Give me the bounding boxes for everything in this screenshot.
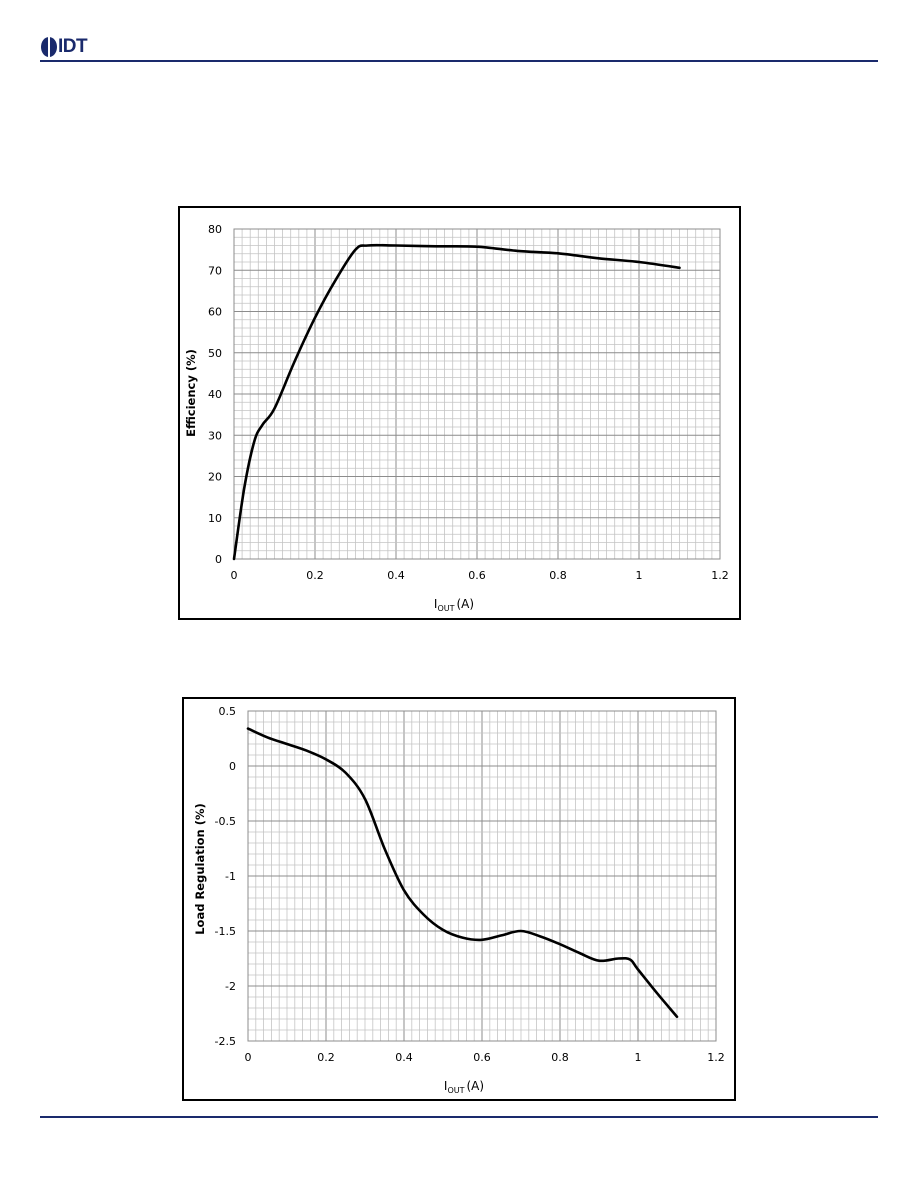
header-rule [40, 60, 878, 62]
x-tick-label: 0.4 [395, 1051, 413, 1064]
x-tick-label: 0.8 [549, 569, 567, 582]
x-axis-label: IOUT (A) [434, 597, 474, 613]
grid [247, 710, 717, 1042]
y-axis-label: Load Regulation (%) [193, 803, 207, 935]
y-tick-label: 20 [208, 471, 222, 484]
x-axis-label-suffix: (A) [467, 1079, 485, 1093]
x-tick-label: 0.6 [473, 1051, 491, 1064]
x-tick-label: 1 [635, 1051, 642, 1064]
x-tick-label: 0 [231, 569, 238, 582]
load-regulation-series-line [246, 727, 679, 1019]
x-axis-label-sub: OUT [437, 604, 454, 613]
y-tick-labels: -2.5 -2 -1.5 -1 -0.5 0 0.5 [215, 705, 236, 1048]
efficiency-series-line [232, 243, 681, 561]
y-tick-label: 0.5 [219, 705, 237, 718]
x-tick-label: 0.4 [387, 569, 405, 582]
y-tick-label: 60 [208, 306, 222, 319]
plot-area-border [233, 228, 721, 560]
logo-text: IDT [58, 36, 88, 57]
load-regulation-chart-svg: 0 0.2 0.4 0.6 0.8 1 1.2 -2.5 -2 -1.5 -1 -0.5 0 0.5 L… [193, 705, 725, 1095]
efficiency-chart: 0 0.2 0.4 0.6 0.8 1 1.2 0 10 20 30 40 50 60 70 80 Effi… [178, 206, 741, 620]
y-tick-label: -1 [225, 870, 236, 883]
load-regulation-chart: 0 0.2 0.4 0.6 0.8 1 1.2 -2.5 -2 -1.5 -1 -0.5 0 0.5 L… [182, 697, 736, 1101]
x-tick-label: 1.2 [707, 1051, 725, 1064]
x-tick-labels: 0 0.2 0.4 0.6 0.8 1 1.2 [231, 569, 729, 582]
y-tick-label: 0 [229, 760, 236, 773]
x-tick-label: 1 [636, 569, 643, 582]
y-tick-label: 0 [215, 553, 222, 566]
x-axis-label-suffix: (A) [457, 597, 475, 611]
y-tick-label: 80 [208, 223, 222, 236]
x-tick-label: 0.2 [317, 1051, 335, 1064]
y-tick-labels: 0 10 20 30 40 50 60 70 80 [208, 223, 222, 566]
plot-area-border [247, 710, 717, 1042]
efficiency-chart-svg: 0 0.2 0.4 0.6 0.8 1 1.2 0 10 20 30 40 50 60 70 80 Effi… [184, 223, 729, 613]
footer-rule [40, 1116, 878, 1118]
y-tick-label: -2.5 [215, 1035, 236, 1048]
y-tick-label: -2 [225, 980, 236, 993]
header-logo: IDT [40, 36, 110, 58]
idt-logo-icon [41, 37, 57, 57]
y-axis-label: Efficiency (%) [184, 349, 198, 437]
x-tick-label: 0.8 [551, 1051, 569, 1064]
y-tick-label: -0.5 [215, 815, 236, 828]
y-tick-label: 30 [208, 429, 222, 442]
x-tick-label: 0.2 [306, 569, 324, 582]
x-tick-label: 0.6 [468, 569, 486, 582]
x-axis-label-main: I [434, 597, 438, 611]
y-tick-label: 70 [208, 264, 222, 277]
x-tick-labels: 0 0.2 0.4 0.6 0.8 1 1.2 [245, 1051, 725, 1064]
y-tick-label: -1.5 [215, 925, 236, 938]
grid [233, 228, 721, 560]
y-tick-label: 40 [208, 388, 222, 401]
x-axis-label-sub: OUT [447, 1086, 464, 1095]
x-axis-label-main: I [444, 1079, 448, 1093]
y-tick-label: 50 [208, 347, 222, 360]
x-tick-label: 0 [245, 1051, 252, 1064]
x-axis-label: IOUT (A) [444, 1079, 484, 1095]
x-tick-label: 1.2 [711, 569, 729, 582]
y-tick-label: 10 [208, 512, 222, 525]
